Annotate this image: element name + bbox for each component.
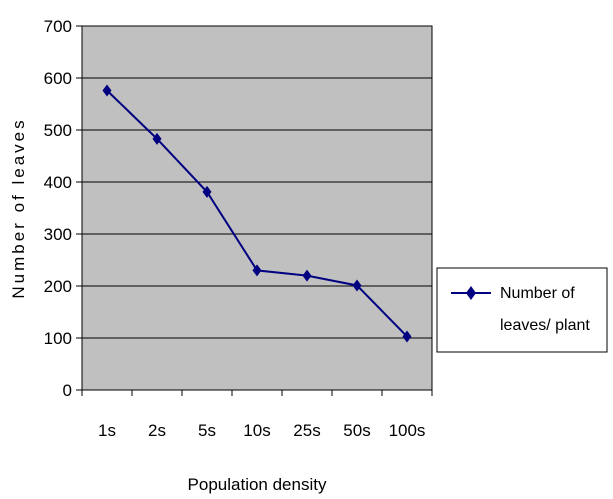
y-tick-labels: 0 100 200 300 400 500 600 700: [44, 17, 72, 400]
x-axis-title: Population density: [188, 475, 327, 494]
y-tick-label: 200: [44, 277, 72, 296]
data-point: [152, 132, 162, 145]
plot-area: [81, 25, 433, 391]
y-tick-label: 700: [44, 17, 72, 36]
axes: [76, 25, 433, 396]
x-tick-label: 50s: [343, 421, 370, 440]
x-tick-label: 5s: [198, 421, 216, 440]
legend-box: [436, 267, 608, 353]
legend-label-line2: leaves/ plant: [500, 317, 590, 334]
y-tick-label: 400: [44, 173, 72, 192]
x-tick-label: 10s: [243, 421, 270, 440]
y-axis-title: Number of leaves: [9, 117, 28, 298]
series-group: [102, 84, 412, 343]
y-tick-label: 300: [44, 225, 72, 244]
y-tick-label: 600: [44, 69, 72, 88]
x-tick-label: 100s: [389, 421, 426, 440]
legend: Number of leaves/ plant: [436, 267, 608, 353]
y-tick-label: 0: [63, 381, 72, 400]
data-point: [202, 185, 212, 198]
x-tick-label: 25s: [293, 421, 320, 440]
x-tick-label: 2s: [148, 421, 166, 440]
x-tick-labels: 1s 2s 5s 10s 25s 50s 100s: [98, 421, 425, 440]
gridlines: [82, 77, 432, 339]
legend-marker: [466, 286, 476, 300]
y-tick-label: 500: [44, 121, 72, 140]
data-point: [352, 279, 362, 292]
x-tick-label: 1s: [98, 421, 116, 440]
y-tick-label: 100: [44, 329, 72, 348]
data-point: [302, 269, 312, 282]
data-point: [252, 264, 262, 277]
legend-label-line1: Number of: [500, 285, 575, 302]
data-point: [102, 84, 112, 97]
data-point: [402, 330, 412, 343]
